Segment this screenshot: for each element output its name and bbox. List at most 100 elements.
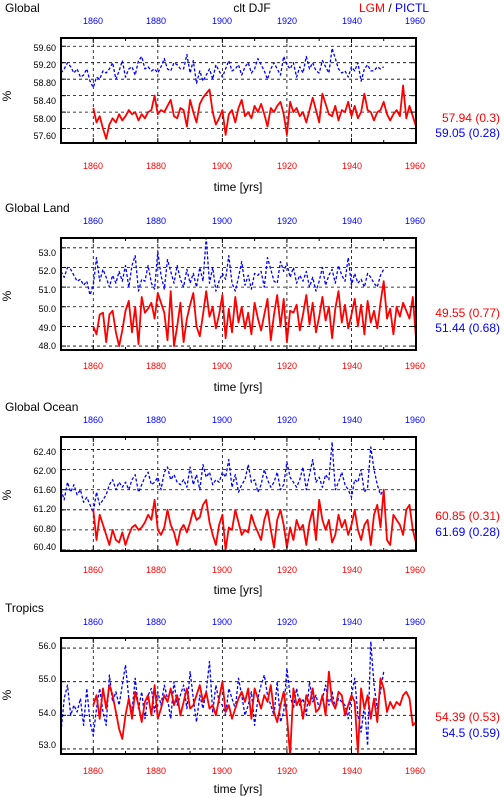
top-tick-label: 1940: [342, 415, 362, 425]
x-tick-label: 1960: [405, 766, 425, 776]
plot-area-global-land: [60, 237, 417, 351]
panel-global-land: Global Land 1860 1880 1900 1920 1940 196…: [0, 201, 500, 394]
x-tick-label: 1880: [146, 161, 166, 171]
top-tick-label: 1920: [277, 216, 297, 226]
panel-global: Global 1860 1880 1900 1920 1940 1960 57.…: [0, 1, 500, 194]
x-tick-label: 1900: [212, 161, 232, 171]
y-axis-label: %: [0, 489, 14, 500]
top-tick-label: 1940: [342, 216, 362, 226]
y-tick-label: 58.00: [33, 114, 56, 124]
lgm-mean-label: 60.85 (0.31): [435, 509, 500, 523]
plot-areas: [60, 37, 417, 755]
panel-title: Global Ocean: [5, 400, 78, 414]
top-tick-label: 1940: [342, 16, 362, 26]
y-tick-label: 48.0: [38, 341, 56, 351]
y-tick-labels: 48.0 49.0 50.0 51.0 52.0 53.0: [38, 248, 56, 351]
top-tick-label: 1880: [146, 216, 166, 226]
top-tick-label: 1860: [83, 617, 103, 627]
x-tick-label: 1920: [277, 766, 297, 776]
x-tick-label: 1960: [405, 361, 425, 371]
lgm-series-line: [92, 670, 416, 754]
x-axis-label: time [yrs]: [214, 782, 263, 796]
plot-frame: [60, 637, 417, 755]
x-tick-label: 1920: [277, 361, 297, 371]
x-tick-label: 1880: [146, 766, 166, 776]
top-tick-label: 1860: [83, 415, 103, 425]
y-tick-label: 53.0: [38, 248, 56, 258]
top-tick-label: 1900: [212, 16, 232, 26]
pictl-series-line: [61, 47, 385, 89]
figure-title: clt DJF: [233, 1, 270, 15]
pictl-series-line: [61, 441, 385, 513]
top-tick-label: 1860: [83, 16, 103, 26]
x-axis-label: time [yrs]: [214, 380, 263, 394]
top-tick-label: 1880: [146, 16, 166, 26]
top-tick-label: 1960: [405, 617, 425, 627]
top-tick-label: 1900: [212, 216, 232, 226]
top-tick-labels: 1860 1880 1900 1920 1940 1960: [83, 415, 425, 425]
x-tick-label: 1940: [342, 565, 362, 575]
y-tick-labels: 53.0 54.0 55.0 56.0: [38, 641, 56, 750]
pictl-mean-label: 51.44 (0.68): [435, 321, 500, 335]
x-tick-label: 1860: [83, 565, 103, 575]
y-axis-label: %: [0, 290, 14, 301]
y-tick-label: 59.60: [33, 43, 56, 53]
x-tick-label: 1920: [277, 161, 297, 171]
plot-area-global: [60, 37, 417, 144]
x-tick-label: 1960: [405, 161, 425, 171]
y-tick-label: 58.80: [33, 78, 56, 88]
plot-area-tropics: [60, 637, 417, 755]
lgm-series-line: [92, 488, 416, 551]
x-tick-label: 1940: [342, 361, 362, 371]
top-tick-label: 1900: [212, 617, 232, 627]
lgm-mean-label: 54.39 (0.53): [435, 710, 500, 724]
y-tick-label: 61.20: [33, 504, 56, 514]
x-axis-label: time [yrs]: [214, 180, 263, 194]
x-tick-label: 1860: [83, 766, 103, 776]
lgm-series-line: [92, 84, 416, 140]
x-tick-label: 1900: [212, 766, 232, 776]
x-tick-labels: 1860 1880 1900 1920 1940 1960: [83, 361, 425, 371]
top-tick-label: 1920: [277, 16, 297, 26]
y-tick-label: 60.40: [33, 542, 56, 552]
y-tick-labels: 60.40 60.80 61.20 61.60 62.00 62.40: [33, 447, 56, 552]
x-tick-label: 1860: [83, 361, 103, 371]
y-tick-label: 58.40: [33, 96, 56, 106]
top-tick-label: 1880: [146, 617, 166, 627]
plot-frame: [60, 436, 417, 552]
plot-frame: [60, 37, 417, 144]
y-tick-label: 57.60: [33, 131, 56, 141]
x-tick-labels: 1860 1880 1900 1920 1940 1960: [83, 565, 425, 575]
y-tick-label: 61.60: [33, 485, 56, 495]
lgm-mean-label: 49.55 (0.77): [435, 306, 500, 320]
top-tick-label: 1860: [83, 216, 103, 226]
y-tick-label: 60.80: [33, 524, 56, 534]
panel-title: Tropics: [5, 601, 44, 615]
pictl-mean-label: 61.69 (0.28): [435, 525, 500, 539]
x-tick-label: 1940: [342, 766, 362, 776]
top-tick-label: 1940: [342, 617, 362, 627]
y-axis-label: %: [0, 90, 14, 101]
legend-lgm-label: LGM: [359, 1, 385, 15]
y-tick-label: 62.40: [33, 447, 56, 457]
pictl-series-line: [61, 640, 385, 747]
top-tick-label: 1960: [405, 16, 425, 26]
panel-tropics: Tropics 1860 1880 1900 1920 1940 1960 53…: [0, 601, 500, 796]
panel-global-ocean: Global Ocean 1860 1880 1900 1920 1940 19…: [0, 400, 500, 597]
y-axis-label: %: [0, 689, 14, 700]
panel-title: Global: [5, 1, 40, 15]
y-tick-label: 54.0: [38, 708, 56, 718]
top-tick-label: 1960: [405, 415, 425, 425]
x-tick-label: 1920: [277, 565, 297, 575]
panel-title: Global Land: [5, 201, 70, 215]
x-tick-labels: 1860 1880 1900 1920 1940 1960: [83, 161, 425, 171]
pictl-mean-label: 59.05 (0.28): [435, 126, 500, 140]
x-tick-label: 1880: [146, 565, 166, 575]
legend-pictl-label: PICTL: [395, 1, 429, 15]
y-tick-label: 53.0: [38, 740, 56, 750]
x-tick-labels: 1860 1880 1900 1920 1940 1960: [83, 766, 425, 776]
y-tick-label: 49.0: [38, 323, 56, 333]
lgm-mean-label: 57.94 (0.3): [442, 111, 500, 125]
pictl-series-line: [61, 238, 385, 296]
